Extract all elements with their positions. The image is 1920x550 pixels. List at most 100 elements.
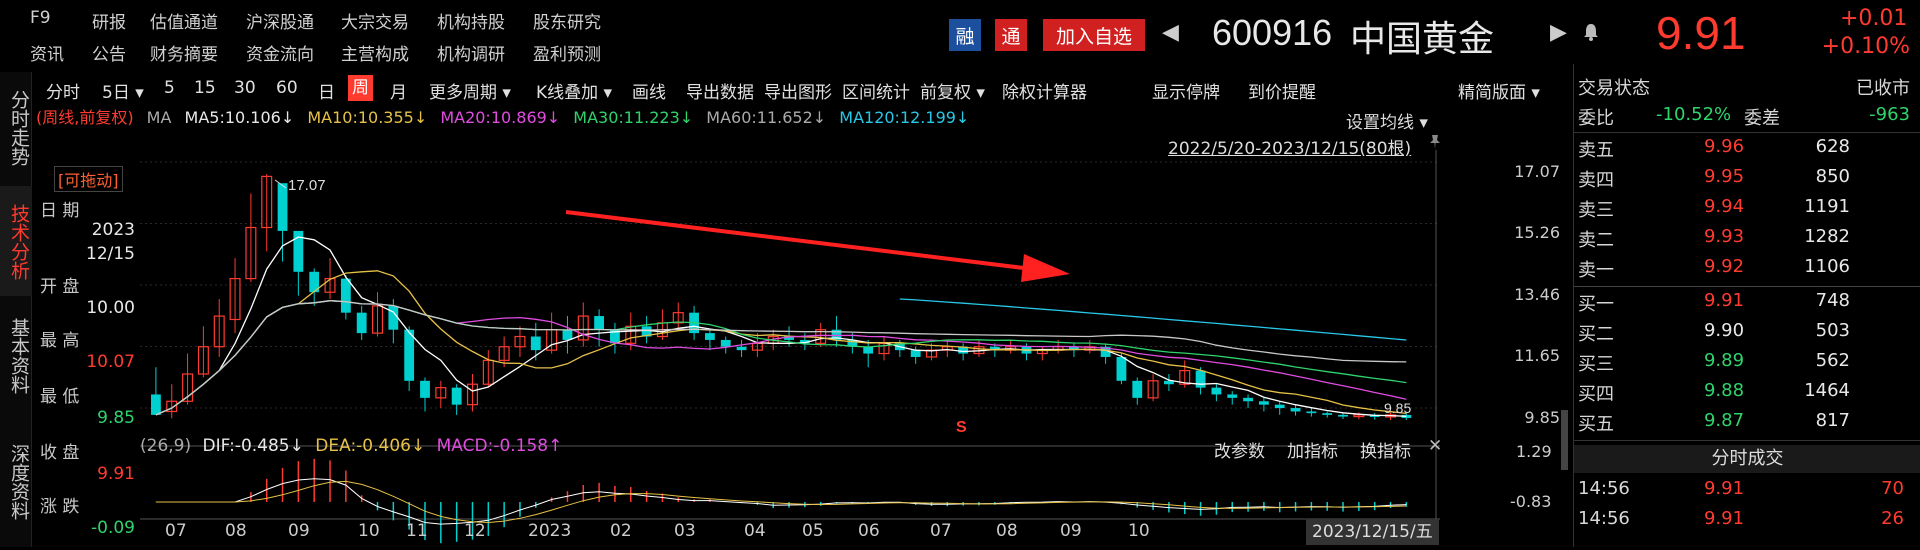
candle-body [1116,356,1127,381]
candle-body [610,329,620,344]
price-alert-button[interactable]: 到价提醒 [1248,83,1316,103]
kline-chart[interactable]: 17.07 9.85 S [140,150,1440,547]
bids-price: 9.90 [1703,320,1745,341]
asks-price: 9.93 [1703,226,1745,247]
period-60min[interactable]: 60 [276,78,298,98]
menu-hk-connect[interactable]: 沪深股通 [246,13,314,33]
macd-tick: 1.29 [1516,442,1552,461]
close-value: 9.91 [97,464,135,484]
candle-body [1353,414,1365,418]
dea-line [155,480,1407,524]
draggable-label[interactable]: [可拖动] [54,166,123,192]
chart-scrollbar[interactable] [1561,410,1568,470]
candle-body [577,315,589,341]
trade-status: 已收市 [1856,78,1910,99]
date-range-link[interactable]: 2022/5/20-2023/12/15(80根) [1168,139,1412,159]
margin-badge[interactable]: 融 [949,19,981,51]
period-15min[interactable]: 15 [194,78,216,98]
adjust-dropdown[interactable]: 前复权 ▾ [920,83,985,103]
candle-body [1179,369,1191,385]
export-chart-button[interactable]: 导出图形 [764,83,832,103]
menu-valuation[interactable]: 估值通道 [150,13,218,33]
compact-layout-dropdown[interactable]: 精简版面 ▾ [1458,83,1540,103]
candle-body [245,226,257,280]
pin-icon[interactable] [1428,134,1442,150]
add-indicator-button[interactable]: 加指标 [1287,442,1338,462]
tab-basic-info[interactable]: 基本资料 [8,318,30,394]
low-marker: 9.85 [1384,400,1411,416]
bell-icon[interactable] [1582,22,1600,42]
candle-body [736,346,747,351]
period-5day[interactable]: 5日 ▾ [102,83,144,103]
asks-volume: 1282 [1804,226,1850,247]
period-day[interactable]: 日 [318,83,335,103]
kline-overlay-dropdown[interactable]: K线叠加 ▾ [536,83,613,103]
candle-body [277,183,288,231]
chart-grid [140,150,1440,520]
candles [151,174,1412,420]
candle-body [1306,411,1317,414]
connect-badge[interactable]: 通 [995,19,1027,51]
last-price: 9.91 [1656,7,1746,59]
asks-price: 9.92 [1703,256,1745,277]
candle-body [340,278,351,313]
menu-f9[interactable]: F9 [30,8,51,28]
candle-body [1258,401,1269,405]
open-value: 10.00 [86,298,135,318]
tab-deep-info[interactable]: 深度资料 [8,443,30,520]
range-stats-button[interactable]: 区间统计 [842,83,910,103]
bids-label: 买五 [1578,414,1614,435]
tick-list: 14:56 9.91 70 14:56 9.91 26 [1574,476,1920,547]
menu-finance[interactable]: 财务摘要 [150,45,218,65]
menu-inst-survey[interactable]: 机构调研 [437,45,505,65]
export-data-button[interactable]: 导出数据 [686,83,754,103]
tab-technical[interactable]: 技术分析 [0,186,32,296]
ma30-value: MA30:11.223↓ [573,108,694,127]
x-axis: 07 08 09 10 11 12 2023 02 03 04 05 06 07 08 09 10 [140,519,1440,547]
menu-forecast[interactable]: 盈利预测 [533,45,601,65]
x-axis-current-date: 2023/12/15/五 [1306,519,1439,545]
tick-volume: 26 [1881,508,1904,529]
prev-stock-icon[interactable]: ◀ [1162,20,1179,45]
asks-price: 9.95 [1703,166,1745,187]
period-5min[interactable]: 5 [164,78,175,98]
stock-header: 融 通 加入自选 ◀ 600916 中国黄金 ▶ 9.91 +0.01 +0.1… [940,0,1920,64]
menu-block-trade[interactable]: 大宗交易 [341,13,409,33]
divider [1574,132,1920,133]
tab-intraday[interactable]: 分时走势 [8,90,30,166]
ex-rights-calculator-button[interactable]: 除权计算器 [1002,83,1087,103]
x-tick: 11 [406,521,428,541]
macd-bars [155,458,1408,544]
set-ma-dropdown[interactable]: 设置均线 ▾ [1346,113,1428,133]
asks-volume: 850 [1815,166,1850,187]
draw-line-button[interactable]: 画线 [632,83,666,103]
sell-signal-marker: S [956,419,967,436]
tick-price: 9.91 [1703,508,1745,529]
menu-news[interactable]: 资讯 [30,45,64,65]
candle-body [594,316,605,330]
close-indicator-icon[interactable]: ✕ [1428,436,1443,456]
change-value: -0.09 [91,518,135,538]
menu-research[interactable]: 研报 [92,13,126,33]
period-30min[interactable]: 30 [234,78,256,98]
menu-shareholder[interactable]: 股东研究 [533,13,601,33]
add-watchlist-button[interactable]: 加入自选 [1043,19,1145,51]
ma120-value: MA120:12.199↓ [839,108,970,127]
switch-indicator-button[interactable]: 换指标 [1360,442,1411,462]
period-month[interactable]: 月 [390,83,407,103]
ma5-value: MA5:10.106↓ [184,108,295,127]
period-intraday[interactable]: 分时 [46,83,80,103]
menu-business[interactable]: 主营构成 [341,45,409,65]
period-week[interactable]: 周 [348,75,373,101]
change-params-button[interactable]: 改参数 [1214,442,1265,462]
more-periods-dropdown[interactable]: 更多周期 ▾ [429,83,511,103]
menu-capital-flow[interactable]: 资金流向 [246,45,314,65]
next-stock-icon[interactable]: ▶ [1550,20,1567,45]
show-suspended-button[interactable]: 显示停牌 [1152,83,1220,103]
weibi-label: 委比 [1578,108,1614,129]
menu-inst-holding[interactable]: 机构持股 [437,13,505,33]
candle-body [672,312,684,324]
candle-body [1338,414,1348,417]
candle-body [1322,413,1333,415]
menu-notices[interactable]: 公告 [92,45,126,65]
